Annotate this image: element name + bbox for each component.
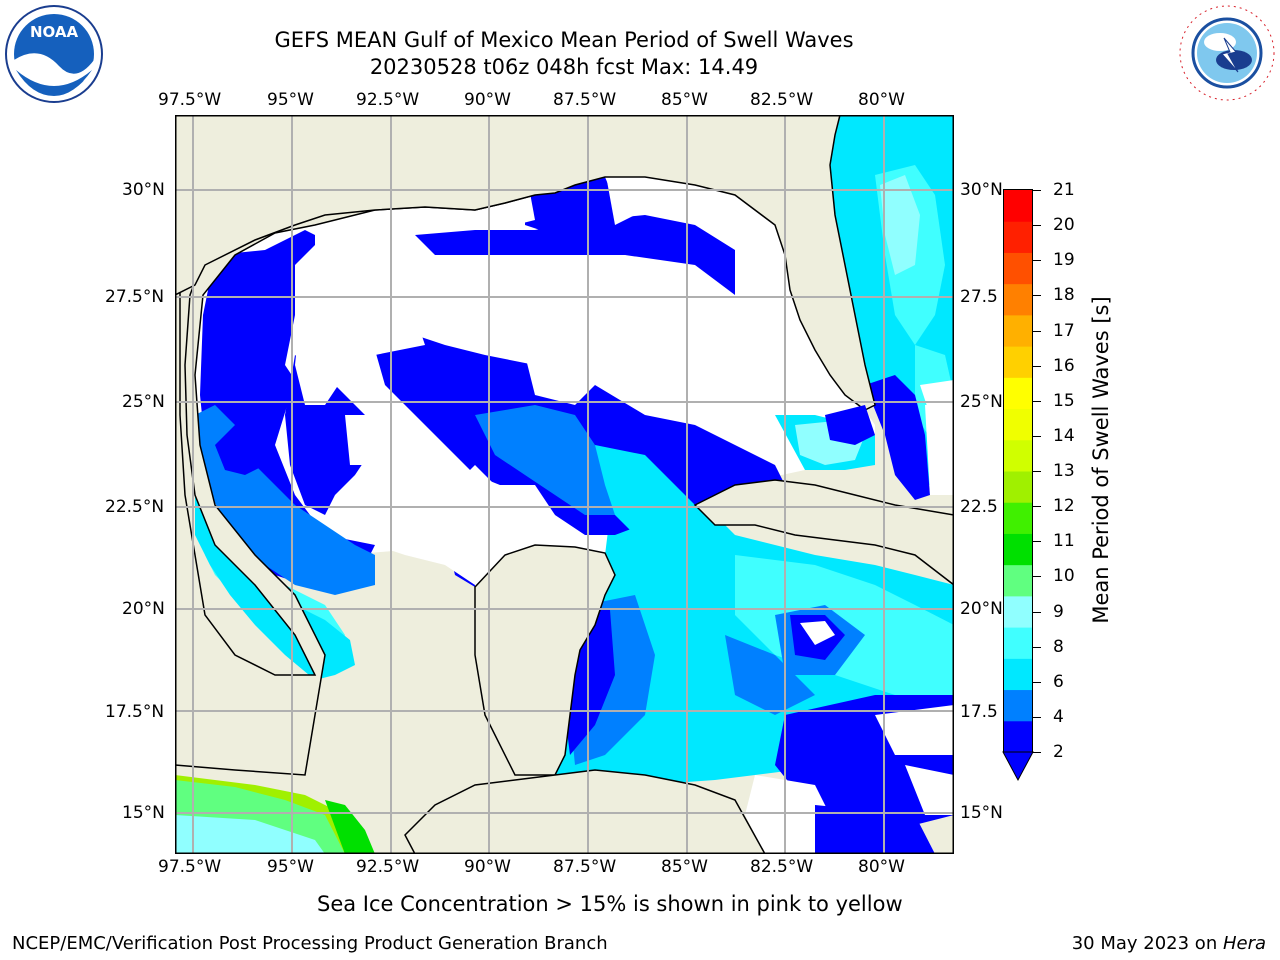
x-tick-bottom-6: 85°W (661, 857, 708, 877)
colorbar-extend-min (1002, 751, 1034, 782)
x-tick-top-8: 80°W (858, 90, 905, 110)
colorbar-segment (1004, 471, 1032, 503)
y-tick-left-1: 30°N (122, 180, 165, 200)
colorbar-tick-mark (1033, 611, 1041, 613)
noaa-logo-text: NOAA (30, 23, 79, 41)
colorbar-tick-label: 6 (1053, 671, 1064, 692)
colorbar-tick-label: 21 (1053, 180, 1075, 200)
title-line-2: 20230528 t06z 048h fcst Max: 14.49 (369, 55, 759, 79)
colorbar-segment (1004, 346, 1032, 378)
colorbar (1002, 189, 1034, 782)
colorbar-tick-mark (1033, 190, 1041, 191)
footer-left: NCEP/EMC/Verification Post Processing Pr… (12, 933, 608, 954)
colorbar-segment (1004, 502, 1032, 534)
colorbar-tick-mark (1033, 506, 1041, 508)
colorbar-segment (1004, 314, 1032, 347)
colorbar-tick-mark (1033, 716, 1041, 718)
x-tick-bottom-3: 92.5°W (356, 857, 420, 877)
y-tick-left-3: 25°N (122, 392, 165, 412)
x-tick-bottom-8: 80°W (858, 857, 905, 877)
colorbar-tick-mark (1033, 681, 1041, 683)
sea-ice-note: Sea Ice Concentration > 15% is shown in … (317, 892, 903, 916)
colorbar-segment (1004, 533, 1032, 566)
colorbar-tick-mark (1033, 471, 1041, 472)
colorbar-segment (1004, 221, 1032, 253)
y-tick-left-2: 27.5°N (105, 287, 165, 307)
title-line-1: GEFS MEAN Gulf of Mexico Mean Period of … (274, 28, 854, 52)
footer-host: Hera (1222, 933, 1266, 954)
y-tick-right-7: 15°N (960, 803, 1003, 823)
y-tick-right-6: 17.5 (960, 702, 998, 722)
x-tick-top-1: 97.5°W (158, 90, 222, 110)
colorbar-tick-mark (1033, 646, 1041, 648)
colorbar-segment (1004, 720, 1032, 753)
footer-date: 30 May 2023 on (1071, 933, 1223, 954)
x-tick-top-6: 85°W (661, 90, 708, 110)
y-tick-left-4: 22.5°N (105, 497, 165, 517)
y-tick-right-2: 27.5 (960, 287, 998, 307)
colorbar-label: Mean Period of Swell Waves [s] (1089, 296, 1113, 624)
colorbar-tick-mark (1033, 260, 1041, 262)
x-tick-top-5: 87.5°W (553, 90, 617, 110)
yucatan-peninsula (474, 544, 616, 776)
y-tick-right-1: 30°N (960, 180, 1003, 200)
colorbar-tick-mark (1033, 365, 1041, 367)
colorbar-tick-mark (1033, 225, 1041, 227)
colorbar-tick-mark (1033, 541, 1041, 543)
x-tick-top-3: 92.5°W (356, 90, 420, 110)
colorbar-segment (1004, 439, 1032, 472)
colorbar-segment (1004, 283, 1032, 316)
colorbar-segment (1004, 190, 1032, 222)
map-panel (175, 115, 954, 854)
footer-right: 30 May 2023 on Hera (1072, 933, 1266, 955)
x-tick-top-4: 90°W (464, 90, 511, 110)
nws-logo (1178, 4, 1276, 102)
colorbar-tick-label: 17 (1053, 320, 1075, 341)
colorbar-segment (1004, 595, 1032, 628)
y-tick-right-4: 22.5 (960, 497, 998, 517)
map-frame (175, 115, 954, 854)
colorbar-tick-mark (1033, 576, 1041, 578)
x-tick-bottom-5: 87.5°W (553, 857, 617, 877)
y-tick-left-5: 20°N (122, 599, 165, 619)
colorbar-tick-label: 16 (1053, 355, 1075, 376)
colorbar-tick-label: 19 (1053, 250, 1075, 271)
colorbar-segment (1004, 252, 1032, 285)
colorbar-tick-label: 9 (1053, 601, 1064, 622)
noaa-logo: NOAA (5, 5, 103, 103)
colorbar-segment (1004, 627, 1032, 659)
x-tick-bottom-2: 95°W (267, 857, 314, 877)
colorbar-tick-label: 13 (1053, 461, 1075, 481)
colorbar-tick-label: 8 (1053, 636, 1064, 657)
colorbar-tick-label: 20 (1053, 215, 1075, 236)
colorbar-tick-label: 11 (1053, 531, 1075, 552)
y-tick-left-7: 15°N (122, 803, 165, 823)
colorbar-tick-label: 2 (1053, 742, 1064, 762)
y-tick-left-6: 17.5°N (105, 702, 165, 722)
x-tick-top-2: 95°W (267, 90, 314, 110)
colorbar-tick-mark (1033, 295, 1041, 297)
x-tick-top-7: 82.5°W (750, 90, 814, 110)
x-tick-bottom-1: 97.5°W (158, 857, 222, 877)
y-tick-right-5: 20°N (960, 599, 1003, 619)
x-tick-bottom-4: 90°W (464, 857, 511, 877)
colorbar-tick-label: 15 (1053, 390, 1075, 411)
colorbar-tick-label: 14 (1053, 425, 1075, 446)
colorbar-segment (1004, 408, 1032, 441)
colorbar-tick-mark (1033, 330, 1041, 332)
colorbar-tick-mark (1033, 400, 1041, 402)
gridlines (175, 115, 954, 854)
x-tick-bottom-7: 82.5°W (750, 857, 814, 877)
colorbar-tick-mark (1033, 435, 1041, 437)
colorbar-tick-label: 12 (1053, 496, 1075, 517)
colorbar-tick-label: 4 (1053, 706, 1064, 727)
colorbar-tick-label: 18 (1053, 285, 1075, 306)
colorbar-segment (1004, 689, 1032, 722)
colorbar-segment (1004, 564, 1032, 597)
colorbar-segment (1004, 658, 1032, 691)
colorbar-segment (1004, 377, 1032, 410)
colorbar-tick-label: 10 (1053, 566, 1075, 587)
colorbar-tick-mark (1033, 752, 1041, 753)
y-tick-right-3: 25°N (960, 392, 1003, 412)
